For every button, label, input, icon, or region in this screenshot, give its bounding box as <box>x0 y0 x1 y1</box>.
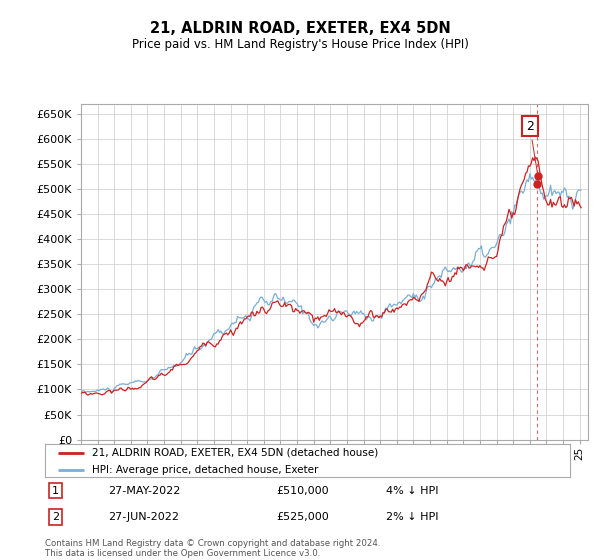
Text: £510,000: £510,000 <box>276 486 329 496</box>
Text: 27-JUN-2022: 27-JUN-2022 <box>108 512 179 522</box>
Text: 21, ALDRIN ROAD, EXETER, EX4 5DN (detached house): 21, ALDRIN ROAD, EXETER, EX4 5DN (detach… <box>92 448 379 458</box>
Text: 21, ALDRIN ROAD, EXETER, EX4 5DN: 21, ALDRIN ROAD, EXETER, EX4 5DN <box>149 21 451 36</box>
Text: 2% ↓ HPI: 2% ↓ HPI <box>386 512 439 522</box>
Text: 1: 1 <box>52 486 59 496</box>
Text: 2: 2 <box>526 120 538 174</box>
Text: 4% ↓ HPI: 4% ↓ HPI <box>386 486 439 496</box>
Text: HPI: Average price, detached house, Exeter: HPI: Average price, detached house, Exet… <box>92 465 319 475</box>
Text: £525,000: £525,000 <box>276 512 329 522</box>
Text: Contains HM Land Registry data © Crown copyright and database right 2024.
This d: Contains HM Land Registry data © Crown c… <box>45 539 380 558</box>
Text: Price paid vs. HM Land Registry's House Price Index (HPI): Price paid vs. HM Land Registry's House … <box>131 38 469 51</box>
Text: 27-MAY-2022: 27-MAY-2022 <box>108 486 181 496</box>
Text: 2: 2 <box>52 512 59 522</box>
